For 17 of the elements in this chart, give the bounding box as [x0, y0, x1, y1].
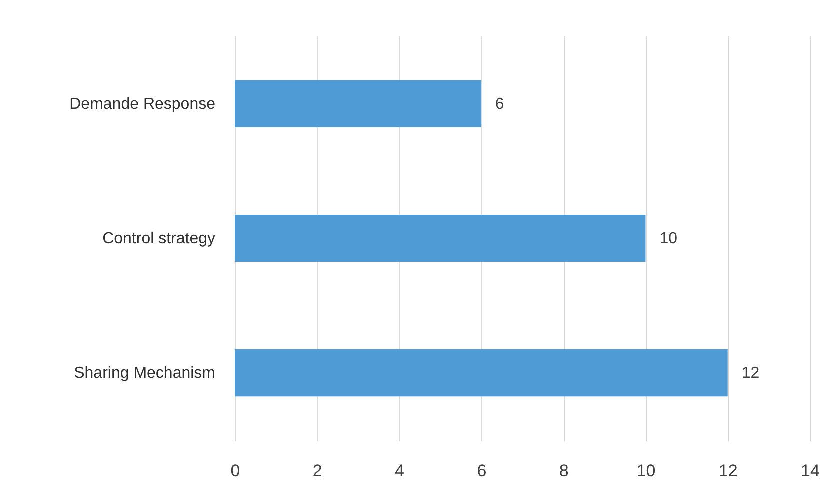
x-tick-label: 6: [477, 462, 487, 480]
x-tick-label: 14: [801, 462, 820, 480]
data-label: 10: [660, 230, 678, 248]
x-tick-label: 2: [312, 462, 322, 480]
x-tick-label: 8: [559, 462, 569, 480]
x-tick-label: 10: [636, 462, 656, 480]
bar: [235, 350, 728, 397]
x-tick-label: 0: [230, 462, 240, 480]
y-tick-label: Demande Response: [70, 96, 216, 113]
data-label: 6: [495, 96, 504, 113]
y-tick-label: Control strategy: [102, 230, 216, 248]
bar: [235, 214, 646, 262]
y-tick-label: Sharing Mechanism: [74, 365, 216, 382]
bar: [235, 80, 482, 128]
x-tick-label: 12: [718, 462, 738, 480]
data-label: 12: [742, 365, 760, 382]
x-tick-label: 4: [395, 462, 405, 480]
